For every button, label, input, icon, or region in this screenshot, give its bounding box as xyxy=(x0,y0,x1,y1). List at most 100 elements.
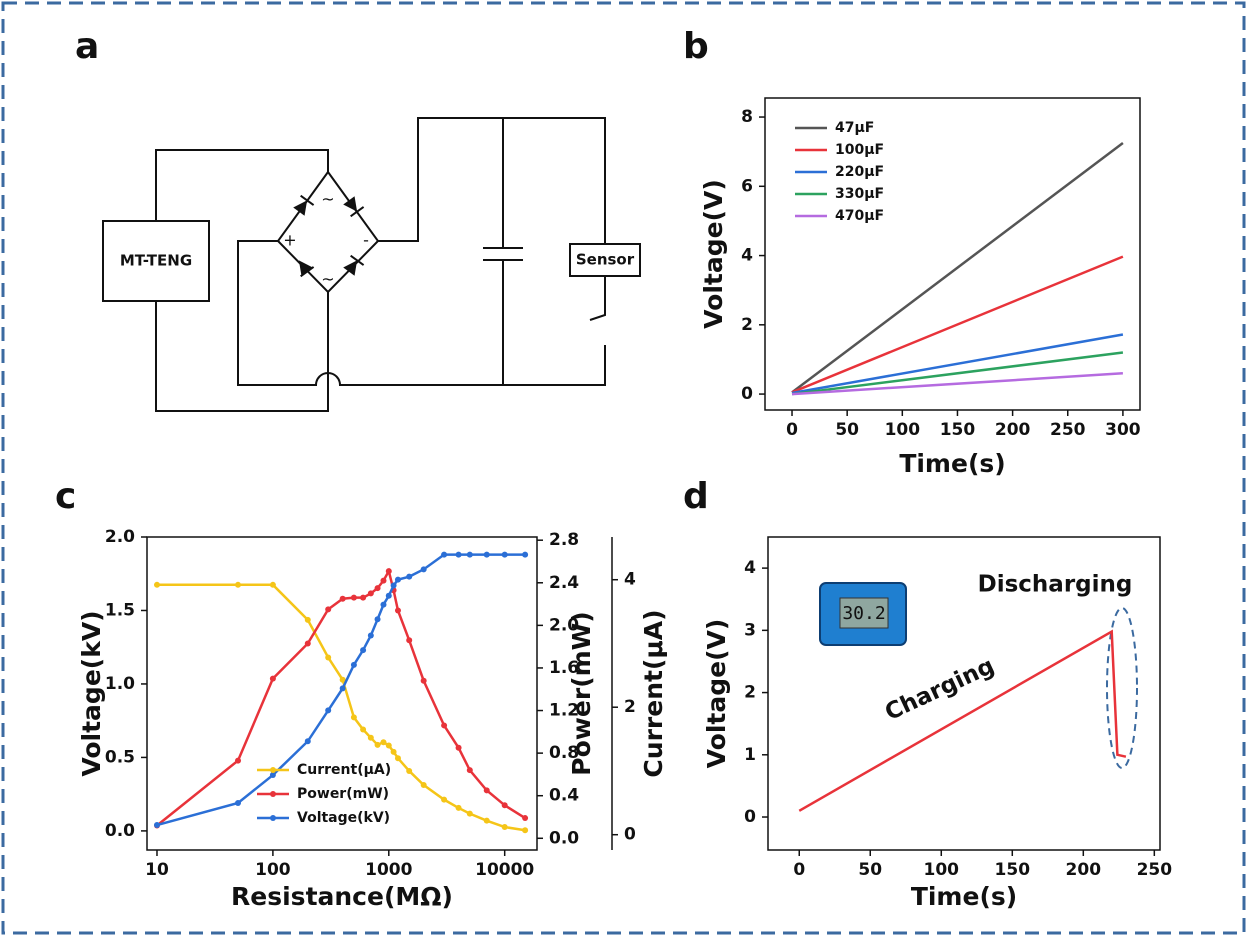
y3-tick-label: 0 xyxy=(624,825,636,845)
series-line xyxy=(791,351,1124,396)
x-tick-label: 100 xyxy=(255,860,291,880)
sensor-box xyxy=(569,243,641,277)
point xyxy=(269,772,276,779)
point xyxy=(350,714,357,721)
series-line xyxy=(156,553,526,827)
circuit: MT-TENG ~ + - ~ Sensor xyxy=(102,117,641,412)
y-tick-label: 4 xyxy=(741,246,753,266)
y-axis-label: Voltage(V) xyxy=(702,619,731,769)
y-tick-label: 0.5 xyxy=(105,747,135,767)
point xyxy=(360,726,367,733)
legend-label: Power(mW) xyxy=(297,786,389,802)
point xyxy=(483,551,490,558)
diode xyxy=(343,196,365,218)
y-tick-label: 4 xyxy=(744,558,756,578)
point xyxy=(360,594,367,601)
x-axis-label: Time(s) xyxy=(899,449,1005,478)
point xyxy=(466,767,473,774)
x-tick-label: 100 xyxy=(924,860,960,880)
point xyxy=(269,675,276,682)
y-tick-label: 1.0 xyxy=(105,674,135,694)
point xyxy=(501,824,508,831)
point xyxy=(394,755,401,762)
y2-tick-label: 1.6 xyxy=(549,658,579,678)
y2-tick-label: 0.0 xyxy=(549,828,579,848)
y-tick-label: 0 xyxy=(744,807,756,827)
y2-tick-label: 2.0 xyxy=(549,615,579,635)
y-tick-label: 2.0 xyxy=(105,527,135,547)
panel-label: c xyxy=(55,476,76,517)
point xyxy=(339,685,346,692)
plot-frame xyxy=(764,97,1141,411)
y-tick-label: 0 xyxy=(741,384,753,404)
y-tick-label: 2 xyxy=(744,683,756,703)
y-tick-label: 1.5 xyxy=(105,600,135,620)
point xyxy=(235,581,242,588)
point xyxy=(374,741,381,748)
point xyxy=(374,585,381,592)
x-tick-label: 50 xyxy=(858,860,882,880)
lcd xyxy=(839,597,889,629)
bridge-mark: - xyxy=(363,231,369,250)
point xyxy=(483,817,490,824)
point xyxy=(235,757,242,764)
point xyxy=(380,577,387,584)
y2-tick-label: 2.8 xyxy=(549,530,579,550)
x-tick-label: 150 xyxy=(940,420,976,440)
series-line xyxy=(791,372,1123,396)
legend-label: Voltage(kV) xyxy=(297,810,390,826)
annotation: Charging xyxy=(881,653,998,726)
point xyxy=(466,551,473,558)
y-tick-label: 6 xyxy=(741,176,753,196)
x-axis-label: Resistance(MΩ) xyxy=(231,882,453,911)
source-label: MT-TENG xyxy=(120,252,192,270)
y2-tick-label: 0.8 xyxy=(549,743,579,763)
x-tick-label: 10 xyxy=(145,860,169,880)
point xyxy=(367,734,374,741)
y-tick-label: 0.0 xyxy=(105,821,135,841)
plot-frame xyxy=(146,536,538,851)
point xyxy=(406,637,413,644)
annotation: Discharging xyxy=(978,572,1133,598)
legend-marker xyxy=(270,767,276,773)
legend-marker xyxy=(270,791,276,797)
point xyxy=(394,607,401,614)
point xyxy=(420,566,427,573)
point xyxy=(325,707,332,714)
point xyxy=(522,815,529,822)
y-tick-label: 2 xyxy=(741,315,753,335)
x-tick-label: 0 xyxy=(793,860,805,880)
point xyxy=(420,677,427,684)
point xyxy=(455,804,462,811)
y3-tick-label: 4 xyxy=(624,570,636,590)
point xyxy=(235,799,242,806)
point xyxy=(501,802,508,809)
point xyxy=(360,647,367,654)
point xyxy=(441,722,448,729)
series-line xyxy=(156,567,526,827)
x-tick-label: 250 xyxy=(1137,860,1173,880)
point xyxy=(455,744,462,751)
plot-frame xyxy=(767,536,1161,851)
point xyxy=(350,661,357,668)
series-line xyxy=(791,333,1124,395)
point xyxy=(385,592,392,599)
series-line xyxy=(798,629,1127,812)
legend-label: Current(μA) xyxy=(297,762,391,778)
series-line xyxy=(791,142,1124,394)
point xyxy=(441,551,448,558)
x-tick-label: 150 xyxy=(995,860,1031,880)
bridge-mark: ~ xyxy=(321,190,334,209)
legend-label: 470μF xyxy=(835,208,884,224)
point xyxy=(406,767,413,774)
y3-axis-label: Current(μA) xyxy=(639,609,668,777)
point xyxy=(367,590,374,597)
point xyxy=(455,551,462,558)
x-tick-label: 100 xyxy=(885,420,921,440)
bridge-mark: + xyxy=(283,231,296,250)
point xyxy=(390,748,397,755)
legend-label: 100μF xyxy=(835,142,884,158)
x-tick-label: 50 xyxy=(835,420,859,440)
x-tick-label: 10000 xyxy=(475,860,534,880)
point xyxy=(483,787,490,794)
